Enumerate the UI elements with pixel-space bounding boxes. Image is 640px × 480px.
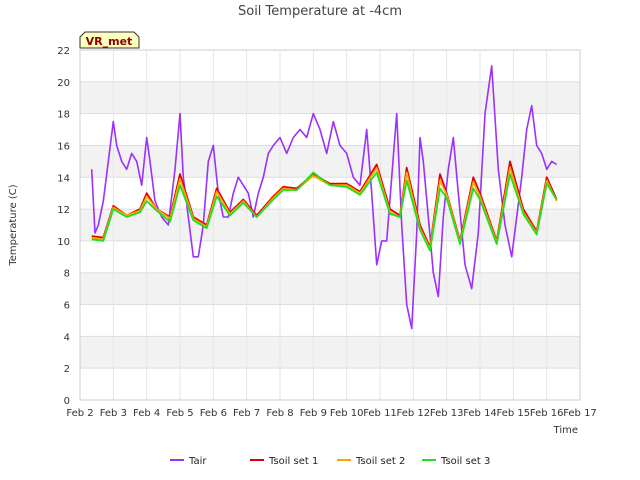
x-tick-label: Feb 8 (266, 408, 293, 419)
y-tick-label: 10 (57, 237, 70, 248)
y-tick-label: 8 (64, 269, 70, 280)
plot-frame (79, 49, 581, 401)
y-tick-label: 12 (57, 205, 70, 216)
x-tick-label: Feb 14 (463, 408, 497, 419)
x-tick-label: Feb 4 (133, 408, 160, 419)
x-tick-label: Feb 5 (166, 408, 193, 419)
x-axis-label: Time (553, 425, 578, 436)
x-tick-label: Feb 16 (530, 408, 564, 419)
y-tick-label: 0 (64, 396, 70, 407)
x-gridlines (79, 50, 581, 400)
y-tick-label: 16 (57, 141, 70, 152)
x-tick-label: Feb 3 (100, 408, 127, 419)
background-band (80, 272, 580, 305)
x-tick-label: Feb 6 (200, 408, 227, 419)
y-axis-label: Temperature (C) (8, 184, 19, 266)
x-tick-label: Feb 10 (330, 408, 364, 419)
legend-label: Tsoil set 2 (355, 456, 405, 467)
x-tick-label: Feb 11 (363, 408, 397, 419)
series-line-tsoil-set-3 (91, 171, 558, 252)
background-band (80, 145, 580, 178)
x-tick-label: Feb 13 (430, 408, 464, 419)
y-tick-label: 20 (57, 78, 70, 89)
x-tick-label: Feb 12 (397, 408, 431, 419)
badge-label: VR_met (86, 35, 133, 48)
badge-shape (79, 31, 140, 49)
legend-label: Tsoil set 3 (440, 456, 490, 467)
y-tick-labels: 0 2 4 6 8 10 12 14 16 18 20 22 (57, 46, 70, 407)
y-tick-label: 4 (64, 332, 70, 343)
legend-label: Tsoil set 1 (268, 456, 318, 467)
legend-label: Tair (188, 456, 207, 467)
y-tick-label: 2 (64, 364, 70, 375)
series-lines (90, 65, 558, 330)
background-band (80, 336, 580, 369)
x-tick-label: Feb 2 (66, 408, 93, 419)
x-tick-labels: Feb 2 Feb 3 Feb 4 Feb 5 Feb 6 Feb 7 Feb 8 Feb 9… (66, 408, 596, 419)
x-tick-label: Feb 15 (497, 408, 531, 419)
y-tick-label: 18 (57, 110, 70, 121)
x-tick-label: Feb 7 (233, 408, 260, 419)
background-band (80, 81, 580, 114)
y-tick-label: 22 (57, 46, 70, 57)
chart-title: Soil Temperature at -4cm (238, 4, 402, 19)
x-tick-label: Feb 9 (300, 408, 327, 419)
site-badge: VR_met (79, 31, 140, 49)
y-tick-label: 14 (57, 173, 70, 184)
y-tick-label: 6 (64, 301, 70, 312)
x-tick-label: Feb 17 (563, 408, 597, 419)
legend: Tair Tsoil set 1 Tsoil set 2 Tsoil set 3 (170, 456, 490, 467)
